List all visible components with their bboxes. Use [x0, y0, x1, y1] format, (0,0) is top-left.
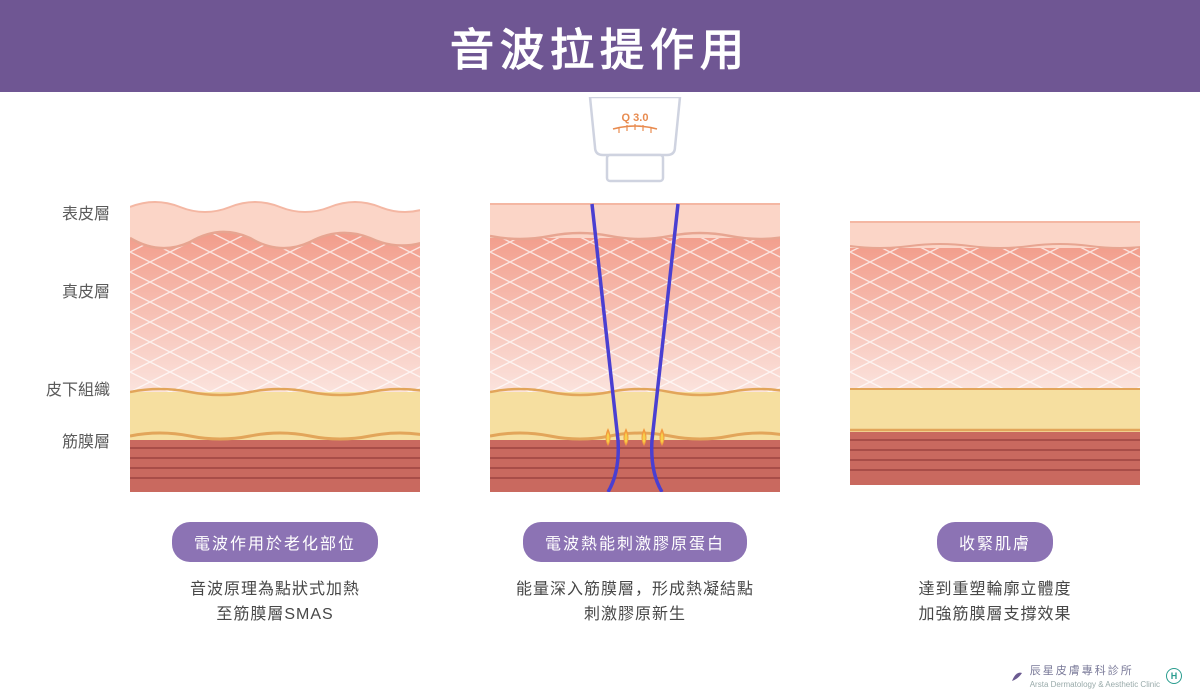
caption-line: 刺激膠原新生: [584, 606, 686, 623]
footer-en: Arsta Dermatology & Aesthetic Clinic: [1030, 680, 1160, 689]
ultrasound-device-icon: Q 3.0: [575, 97, 695, 187]
badge-collagen: 電波熱能刺激膠原蛋白: [523, 522, 747, 562]
skin-diagram-aging: [130, 192, 420, 492]
panel-tighten: 收緊肌膚 達到重塑輪廓立體度 加強筋膜層支撐效果: [850, 152, 1140, 628]
caption-line: 至筋膜層SMAS: [216, 606, 333, 623]
caption-line: 音波原理為點狀式加熱: [190, 581, 360, 598]
footer-mark-icon: H: [1166, 668, 1182, 684]
layer-label-epidermis: 表皮層: [30, 200, 110, 224]
panel-aging: 電波作用於老化部位 音波原理為點狀式加熱 至筋膜層SMAS: [130, 152, 420, 628]
layer-labels: 表皮層 真皮層 皮下組織 筋膜層: [30, 200, 110, 452]
clinic-logo: 辰星皮膚專科診所 Arsta Dermatology & Aesthetic C…: [1010, 662, 1182, 690]
badge-aging: 電波作用於老化部位: [172, 522, 378, 562]
skin-diagram-tighten: [850, 192, 1140, 492]
panel-collagen: Q 3.0: [490, 152, 780, 628]
caption-collagen: 能量深入筋膜層，形成熱凝結點 刺激膠原新生: [516, 578, 754, 628]
caption-tighten: 達到重塑輪廓立體度 加強筋膜層支撐效果: [918, 578, 1071, 628]
panels-row: 電波作用於老化部位 音波原理為點狀式加熱 至筋膜層SMAS Q 3.0: [130, 152, 1140, 628]
device-label: Q 3.0: [622, 112, 649, 124]
logo-leaf-icon: [1010, 669, 1024, 683]
caption-line: 加強筋膜層支撐效果: [918, 606, 1071, 623]
layer-label-smas: 筋膜層: [30, 428, 110, 452]
caption-aging: 音波原理為點狀式加熱 至筋膜層SMAS: [190, 578, 360, 628]
caption-line: 能量深入筋膜層，形成熱凝結點: [516, 581, 754, 598]
layer-label-dermis: 真皮層: [30, 278, 110, 302]
badge-tighten: 收緊肌膚: [937, 522, 1053, 562]
layer-label-subcut: 皮下組織: [30, 376, 110, 400]
content-area: 表皮層 真皮層 皮下組織 筋膜層: [0, 92, 1200, 700]
header-banner: 音波拉提作用: [0, 0, 1200, 92]
skin-svg: [490, 192, 780, 492]
skin-diagram-collagen: [490, 192, 780, 492]
skin-svg: [850, 192, 1140, 492]
footer-cn: 辰星皮膚專科診所: [1030, 665, 1134, 677]
caption-line: 達到重塑輪廓立體度: [918, 581, 1071, 598]
skin-svg: [130, 192, 420, 492]
page-title: 音波拉提作用: [450, 14, 750, 78]
